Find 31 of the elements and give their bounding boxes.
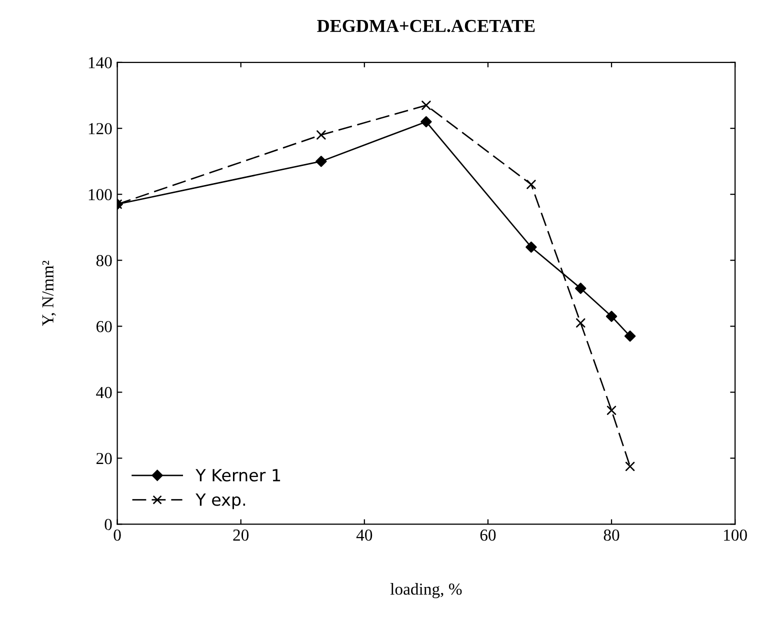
x-tick-label: 60 (480, 530, 496, 541)
y-axis-title: Y, N/mm² (42, 260, 56, 326)
point (526, 180, 536, 190)
point (316, 130, 326, 140)
point (422, 100, 431, 110)
x-tick-label: 40 (356, 530, 372, 541)
y-tick-label: 20 (96, 452, 112, 464)
point (606, 310, 618, 322)
point (420, 116, 432, 128)
x-tick-label: 80 (604, 530, 620, 541)
y-tick-label: 140 (88, 57, 112, 68)
y-tick-label: 80 (96, 254, 112, 266)
point (576, 318, 586, 328)
y-tick-label: 60 (96, 320, 112, 332)
x-tick-label: 0 (114, 530, 121, 541)
point (624, 330, 636, 342)
point (316, 156, 327, 167)
x-tick-label: 20 (233, 530, 249, 541)
x-axis-title: loading, % (390, 583, 462, 598)
y-tick-label: 40 (96, 386, 112, 398)
y-tick-label: 100 (88, 189, 112, 200)
chart-title: DEGDMA+CEL.ACETATE (317, 20, 535, 32)
point (575, 282, 586, 294)
legend-label: Y Kerner 1 (196, 469, 280, 482)
x-tick-label: 100 (724, 530, 747, 541)
legend-label: Y exp. (196, 494, 246, 510)
y-tick-label: 0 (104, 518, 112, 530)
point (526, 242, 537, 253)
point (606, 406, 616, 415)
point (625, 462, 635, 472)
y-tick-label: 120 (88, 123, 112, 134)
